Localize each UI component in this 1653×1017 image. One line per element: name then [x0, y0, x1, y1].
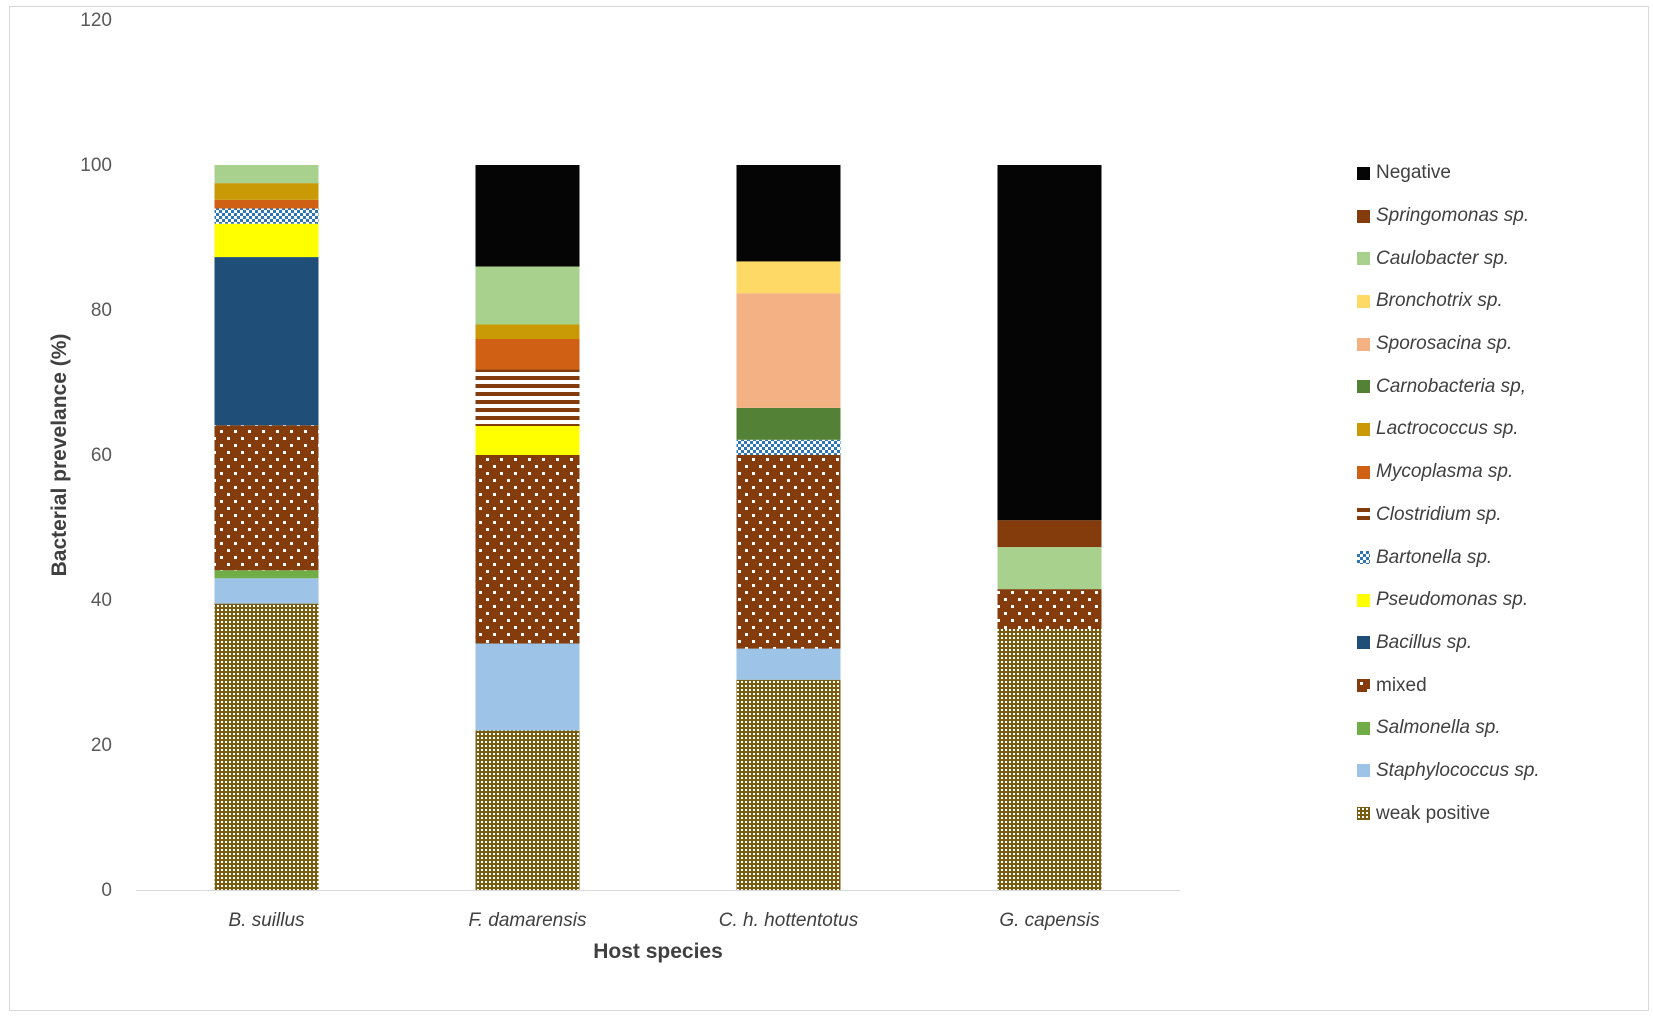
bar-segment	[737, 649, 841, 680]
y-tick-label: 120	[80, 10, 112, 31]
bar-segment	[998, 547, 1102, 589]
legend-item: Carnobacteria sp,	[1357, 365, 1647, 408]
legend-item: Salmonella sp.	[1357, 707, 1647, 750]
legend-label: Bacillus sp.	[1376, 632, 1472, 654]
legend-label: Mycoplasma sp.	[1376, 461, 1513, 483]
x-axis-title: Host species	[593, 940, 723, 963]
bar-segment	[737, 293, 841, 408]
legend-swatch	[1357, 594, 1370, 607]
y-tick-label: 0	[101, 880, 112, 901]
legend-label: Staphylococcus sp.	[1376, 760, 1540, 782]
legend-item: Lactrococcus sp.	[1357, 408, 1647, 451]
x-tick-label: C. h. hottentotus	[719, 910, 859, 931]
bar-segment	[737, 680, 841, 890]
bar-segment	[476, 455, 580, 644]
bar-segment	[998, 629, 1102, 890]
x-tick-label: B. suillus	[228, 910, 305, 931]
legend-item: Caulobacter sp.	[1357, 237, 1647, 280]
legend-swatch	[1357, 167, 1370, 180]
bar-segment	[476, 339, 580, 369]
bar-segment	[737, 261, 841, 293]
legend-label: Sporosacina sp.	[1376, 333, 1512, 355]
bar-segment	[476, 369, 580, 426]
legend-swatch	[1357, 807, 1370, 820]
bar-segment	[215, 257, 319, 425]
bar-segment	[998, 589, 1102, 629]
legend-item: Bartonella sp.	[1357, 536, 1647, 579]
legend-label: Salmonella sp.	[1376, 717, 1501, 739]
y-tick-label: 40	[91, 590, 112, 611]
y-axis-title: Bacterial prevelance (%)	[48, 334, 71, 577]
bar-segment	[476, 426, 580, 455]
bar-segment	[737, 408, 841, 440]
bar-segment	[998, 520, 1102, 547]
x-tick-label: G. capensis	[999, 910, 1100, 931]
legend-item: Springomonas sp.	[1357, 195, 1647, 238]
legend-swatch	[1357, 338, 1370, 351]
bar-segment	[737, 440, 841, 455]
legend-item: mixed	[1357, 664, 1647, 707]
bar-segment	[476, 731, 580, 891]
legend-swatch	[1357, 252, 1370, 265]
legend-item: Sporosacina sp.	[1357, 323, 1647, 366]
bar-segment	[215, 200, 319, 209]
legend-swatch	[1357, 295, 1370, 308]
legend-swatch	[1357, 466, 1370, 479]
legend-swatch	[1357, 722, 1370, 735]
legend-label: Bartonella sp.	[1376, 547, 1492, 569]
legend-item: weak positive	[1357, 792, 1647, 835]
legend-swatch	[1357, 423, 1370, 436]
legend: Negative Springomonas sp. Caulobacter sp. B…	[1357, 152, 1647, 835]
bar-segment	[215, 183, 319, 200]
y-axis: 0 20 40 60 80 100 120	[80, 10, 112, 901]
legend-label: Bronchotrix sp.	[1376, 290, 1503, 312]
bar-segment	[737, 165, 841, 261]
legend-item: Clostridium sp.	[1357, 494, 1647, 537]
legend-label: Carnobacteria sp,	[1376, 376, 1526, 398]
legend-item: Negative	[1357, 152, 1647, 195]
legend-swatch	[1357, 380, 1370, 393]
x-axis: B. suillus F. damarensis C. h. hottentotus…	[228, 910, 1100, 931]
legend-item: Staphylococcus sp.	[1357, 750, 1647, 793]
legend-label: Clostridium sp.	[1376, 504, 1502, 526]
y-tick-label: 100	[80, 155, 112, 176]
bar-segment	[215, 578, 319, 603]
y-tick-label: 20	[91, 735, 112, 756]
bars-group	[215, 165, 1102, 890]
x-tick-label: F. damarensis	[469, 910, 587, 931]
bar-segment	[998, 165, 1102, 520]
bar-segment	[215, 209, 319, 224]
legend-label: Lactrococcus sp.	[1376, 418, 1519, 440]
legend-swatch	[1357, 551, 1370, 564]
legend-item: Pseudomonas sp.	[1357, 579, 1647, 622]
legend-label: weak positive	[1376, 803, 1490, 825]
legend-label: Negative	[1376, 162, 1451, 184]
legend-label: Pseudomonas sp.	[1376, 589, 1528, 611]
bar-segment	[215, 425, 319, 570]
legend-item: Bronchotrix sp.	[1357, 280, 1647, 323]
legend-swatch	[1357, 679, 1370, 692]
legend-item: Mycoplasma sp.	[1357, 451, 1647, 494]
y-tick-label: 80	[91, 300, 112, 321]
legend-swatch	[1357, 636, 1370, 649]
bar-segment	[476, 165, 580, 267]
legend-swatch	[1357, 764, 1370, 777]
legend-swatch	[1357, 508, 1370, 521]
legend-label: mixed	[1376, 675, 1427, 697]
bar-segment	[476, 267, 580, 325]
legend-item: Bacillus sp.	[1357, 622, 1647, 665]
bar-segment	[215, 165, 319, 183]
bar-segment	[476, 644, 580, 731]
bar-segment	[215, 224, 319, 257]
y-tick-label: 60	[91, 445, 112, 466]
bar-segment	[737, 455, 841, 649]
legend-label: Springomonas sp.	[1376, 205, 1529, 227]
bar-segment	[215, 570, 319, 578]
bar-segment	[476, 325, 580, 340]
legend-label: Caulobacter sp.	[1376, 248, 1509, 270]
legend-swatch	[1357, 210, 1370, 223]
bar-segment	[215, 604, 319, 890]
